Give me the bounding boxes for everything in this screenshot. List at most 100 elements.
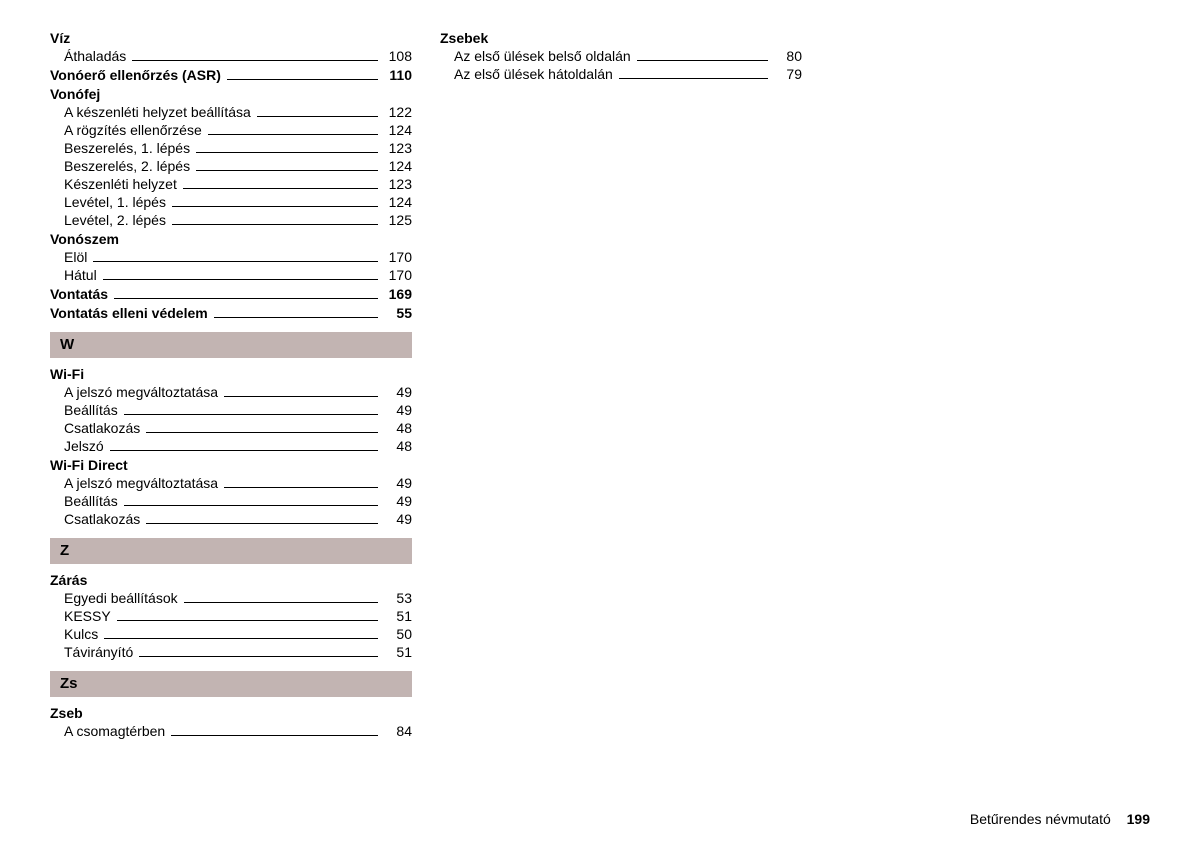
index-sub-row: Hátul170: [50, 266, 412, 284]
index-sub-text: Az első ülések belső oldalán: [454, 47, 631, 65]
index-sub-page: 49: [382, 383, 412, 401]
index-sub-text: Levétel, 2. lépés: [64, 211, 166, 229]
index-sub-text: Az első ülések hátoldalán: [454, 65, 613, 83]
index-sub-page: 124: [382, 193, 412, 211]
index-sub-text: Egyedi beállítások: [64, 589, 178, 607]
index-sub-text: Elöl: [64, 248, 87, 266]
index-sub-row: Egyedi beállítások 53: [50, 589, 412, 607]
leader-line: [139, 656, 378, 657]
index-sub-text: Távirányító: [64, 643, 133, 661]
leader-line: [146, 432, 378, 433]
index-sub-row: Az első ülések belső oldalán 80: [440, 47, 802, 65]
index-sub-page: 170: [382, 248, 412, 266]
index-heading-text: Wi-Fi Direct: [50, 456, 128, 474]
index-heading-text: Vontatás elleni védelem: [50, 304, 208, 322]
index-sub-text: Levétel, 1. lépés: [64, 193, 166, 211]
index-sub-row: Beállítás49: [50, 401, 412, 419]
index-sub-row: A csomagtérben 84: [50, 722, 412, 740]
footer-page-number: 199: [1127, 811, 1150, 827]
index-heading-row: Wi-Fi: [50, 364, 412, 383]
leader-line: [224, 396, 378, 397]
index-columns: VízÁthaladás108Vonóerő ellenőrzés (ASR) 1…: [50, 28, 1150, 740]
index-sub-page: 124: [382, 121, 412, 139]
index-sub-text: A jelszó megváltoztatása: [64, 474, 218, 492]
index-sub-text: Kulcs: [64, 625, 98, 643]
index-sub-row: Csatlakozás 49: [50, 510, 412, 528]
leader-line: [224, 487, 378, 488]
index-sub-page: 48: [382, 419, 412, 437]
index-sub-page: 124: [382, 157, 412, 175]
index-sub-row: Beállítás 49: [50, 492, 412, 510]
index-sub-text: A rögzítés ellenőrzése: [64, 121, 202, 139]
leader-line: [183, 188, 378, 189]
index-heading-text: Vonószem: [50, 230, 119, 248]
index-heading-text: Vontatás: [50, 285, 108, 303]
index-sub-row: Beszerelés, 2. lépés124: [50, 157, 412, 175]
index-sub-text: A csomagtérben: [64, 722, 165, 740]
index-sub-page: 53: [382, 589, 412, 607]
index-sub-page: 50: [382, 625, 412, 643]
leader-line: [257, 116, 378, 117]
leader-line: [172, 206, 378, 207]
index-heading-row: Wi-Fi Direct: [50, 455, 412, 474]
leader-line: [110, 450, 378, 451]
index-sub-page: 123: [382, 175, 412, 193]
index-sub-row: A készenléti helyzet beállítása122: [50, 103, 412, 121]
index-sub-row: Levétel, 1. lépés 124: [50, 193, 412, 211]
index-heading-row: Vonófej: [50, 84, 412, 103]
index-sub-page: 49: [382, 510, 412, 528]
index-heading-page: 169: [382, 285, 412, 303]
index-heading-row: Vonóerő ellenőrzés (ASR) 110: [50, 65, 412, 84]
index-sub-row: Készenléti helyzet123: [50, 175, 412, 193]
index-sub-text: Beállítás: [64, 492, 118, 510]
index-heading-text: Zsebek: [440, 29, 488, 47]
index-sub-text: A jelszó megváltoztatása: [64, 383, 218, 401]
index-sub-row: Elöl 170: [50, 248, 412, 266]
index-sub-text: Hátul: [64, 266, 97, 284]
index-sub-text: Beállítás: [64, 401, 118, 419]
leader-line: [214, 317, 378, 318]
index-heading-row: Vontatás 169: [50, 284, 412, 303]
leader-line: [227, 79, 378, 80]
index-sub-text: Csatlakozás: [64, 419, 140, 437]
index-heading-text: Wi-Fi: [50, 365, 84, 383]
index-sub-row: KESSY51: [50, 607, 412, 625]
index-heading-text: Vonófej: [50, 85, 100, 103]
index-sub-text: Jelszó: [64, 437, 104, 455]
index-heading-text: Vonóerő ellenőrzés (ASR): [50, 66, 221, 84]
index-letter-bar: W: [50, 332, 412, 358]
index-sub-page: 49: [382, 492, 412, 510]
index-sub-page: 48: [382, 437, 412, 455]
leader-line: [637, 60, 768, 61]
index-sub-page: 84: [382, 722, 412, 740]
leader-line: [196, 170, 378, 171]
footer-label: Betűrendes névmutató: [970, 811, 1111, 827]
leader-line: [208, 134, 378, 135]
index-sub-row: Az első ülések hátoldalán79: [440, 65, 802, 83]
index-sub-page: 51: [382, 607, 412, 625]
index-sub-page: 49: [382, 474, 412, 492]
leader-line: [117, 620, 378, 621]
index-sub-page: 80: [772, 47, 802, 65]
index-heading-text: Zárás: [50, 571, 87, 589]
leader-line: [172, 224, 378, 225]
index-heading-text: Víz: [50, 29, 70, 47]
leader-line: [146, 523, 378, 524]
leader-line: [124, 414, 378, 415]
index-heading-page: 55: [382, 304, 412, 322]
index-sub-row: Távirányító 51: [50, 643, 412, 661]
index-sub-text: Csatlakozás: [64, 510, 140, 528]
index-heading-row: Víz: [50, 28, 412, 47]
index-heading-page: 110: [382, 66, 412, 84]
index-sub-row: Kulcs 50: [50, 625, 412, 643]
index-heading-row: Zárás: [50, 570, 412, 589]
index-column-1: VízÁthaladás108Vonóerő ellenőrzés (ASR) 1…: [50, 28, 412, 740]
index-sub-text: A készenléti helyzet beállítása: [64, 103, 251, 121]
index-heading-row: Zsebek: [440, 28, 802, 47]
index-sub-page: 51: [382, 643, 412, 661]
index-sub-row: Áthaladás108: [50, 47, 412, 65]
index-heading-row: Zseb: [50, 703, 412, 722]
leader-line: [196, 152, 378, 153]
index-page: VízÁthaladás108Vonóerő ellenőrzés (ASR) 1…: [0, 0, 1200, 845]
index-sub-page: 123: [382, 139, 412, 157]
